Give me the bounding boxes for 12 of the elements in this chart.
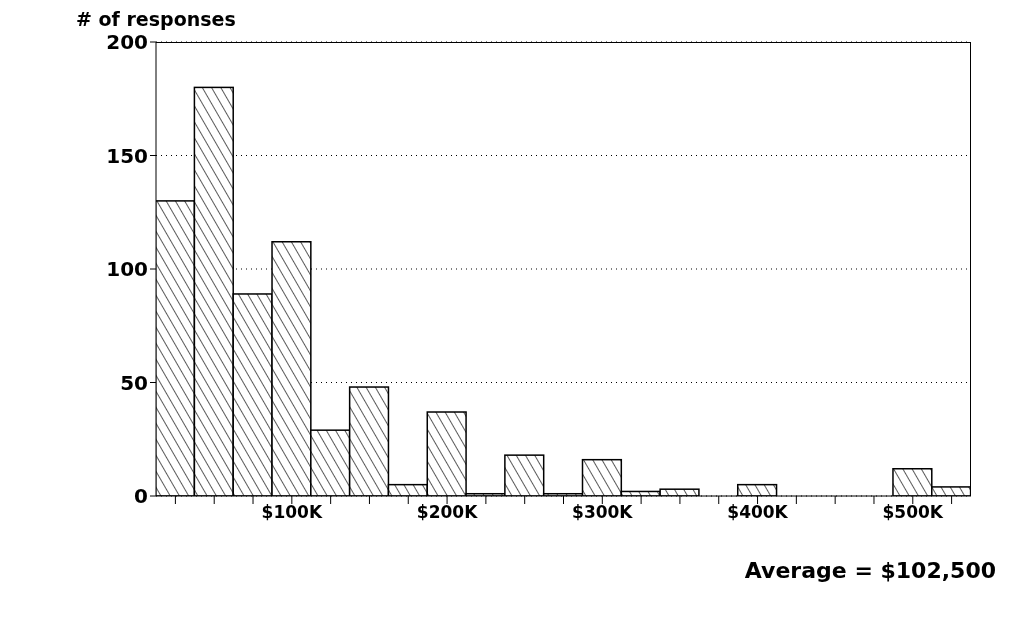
- y-tick-label: 150: [106, 143, 148, 168]
- y-axis-title: # of responses: [76, 8, 236, 30]
- y-tick-label: 100: [106, 257, 148, 282]
- x-tick-label: $400K: [727, 502, 789, 523]
- y-tick-label: 50: [120, 370, 148, 395]
- x-tick-label: $300K: [572, 502, 634, 523]
- x-tick-label: $100K: [261, 502, 323, 523]
- y-tick-label: 0: [134, 484, 148, 509]
- text: Average = $102,500: [744, 558, 996, 583]
- x-tick-label: $200K: [416, 502, 479, 523]
- x-tick-label: $500K: [882, 502, 944, 523]
- y-tick-label: 200: [106, 30, 148, 55]
